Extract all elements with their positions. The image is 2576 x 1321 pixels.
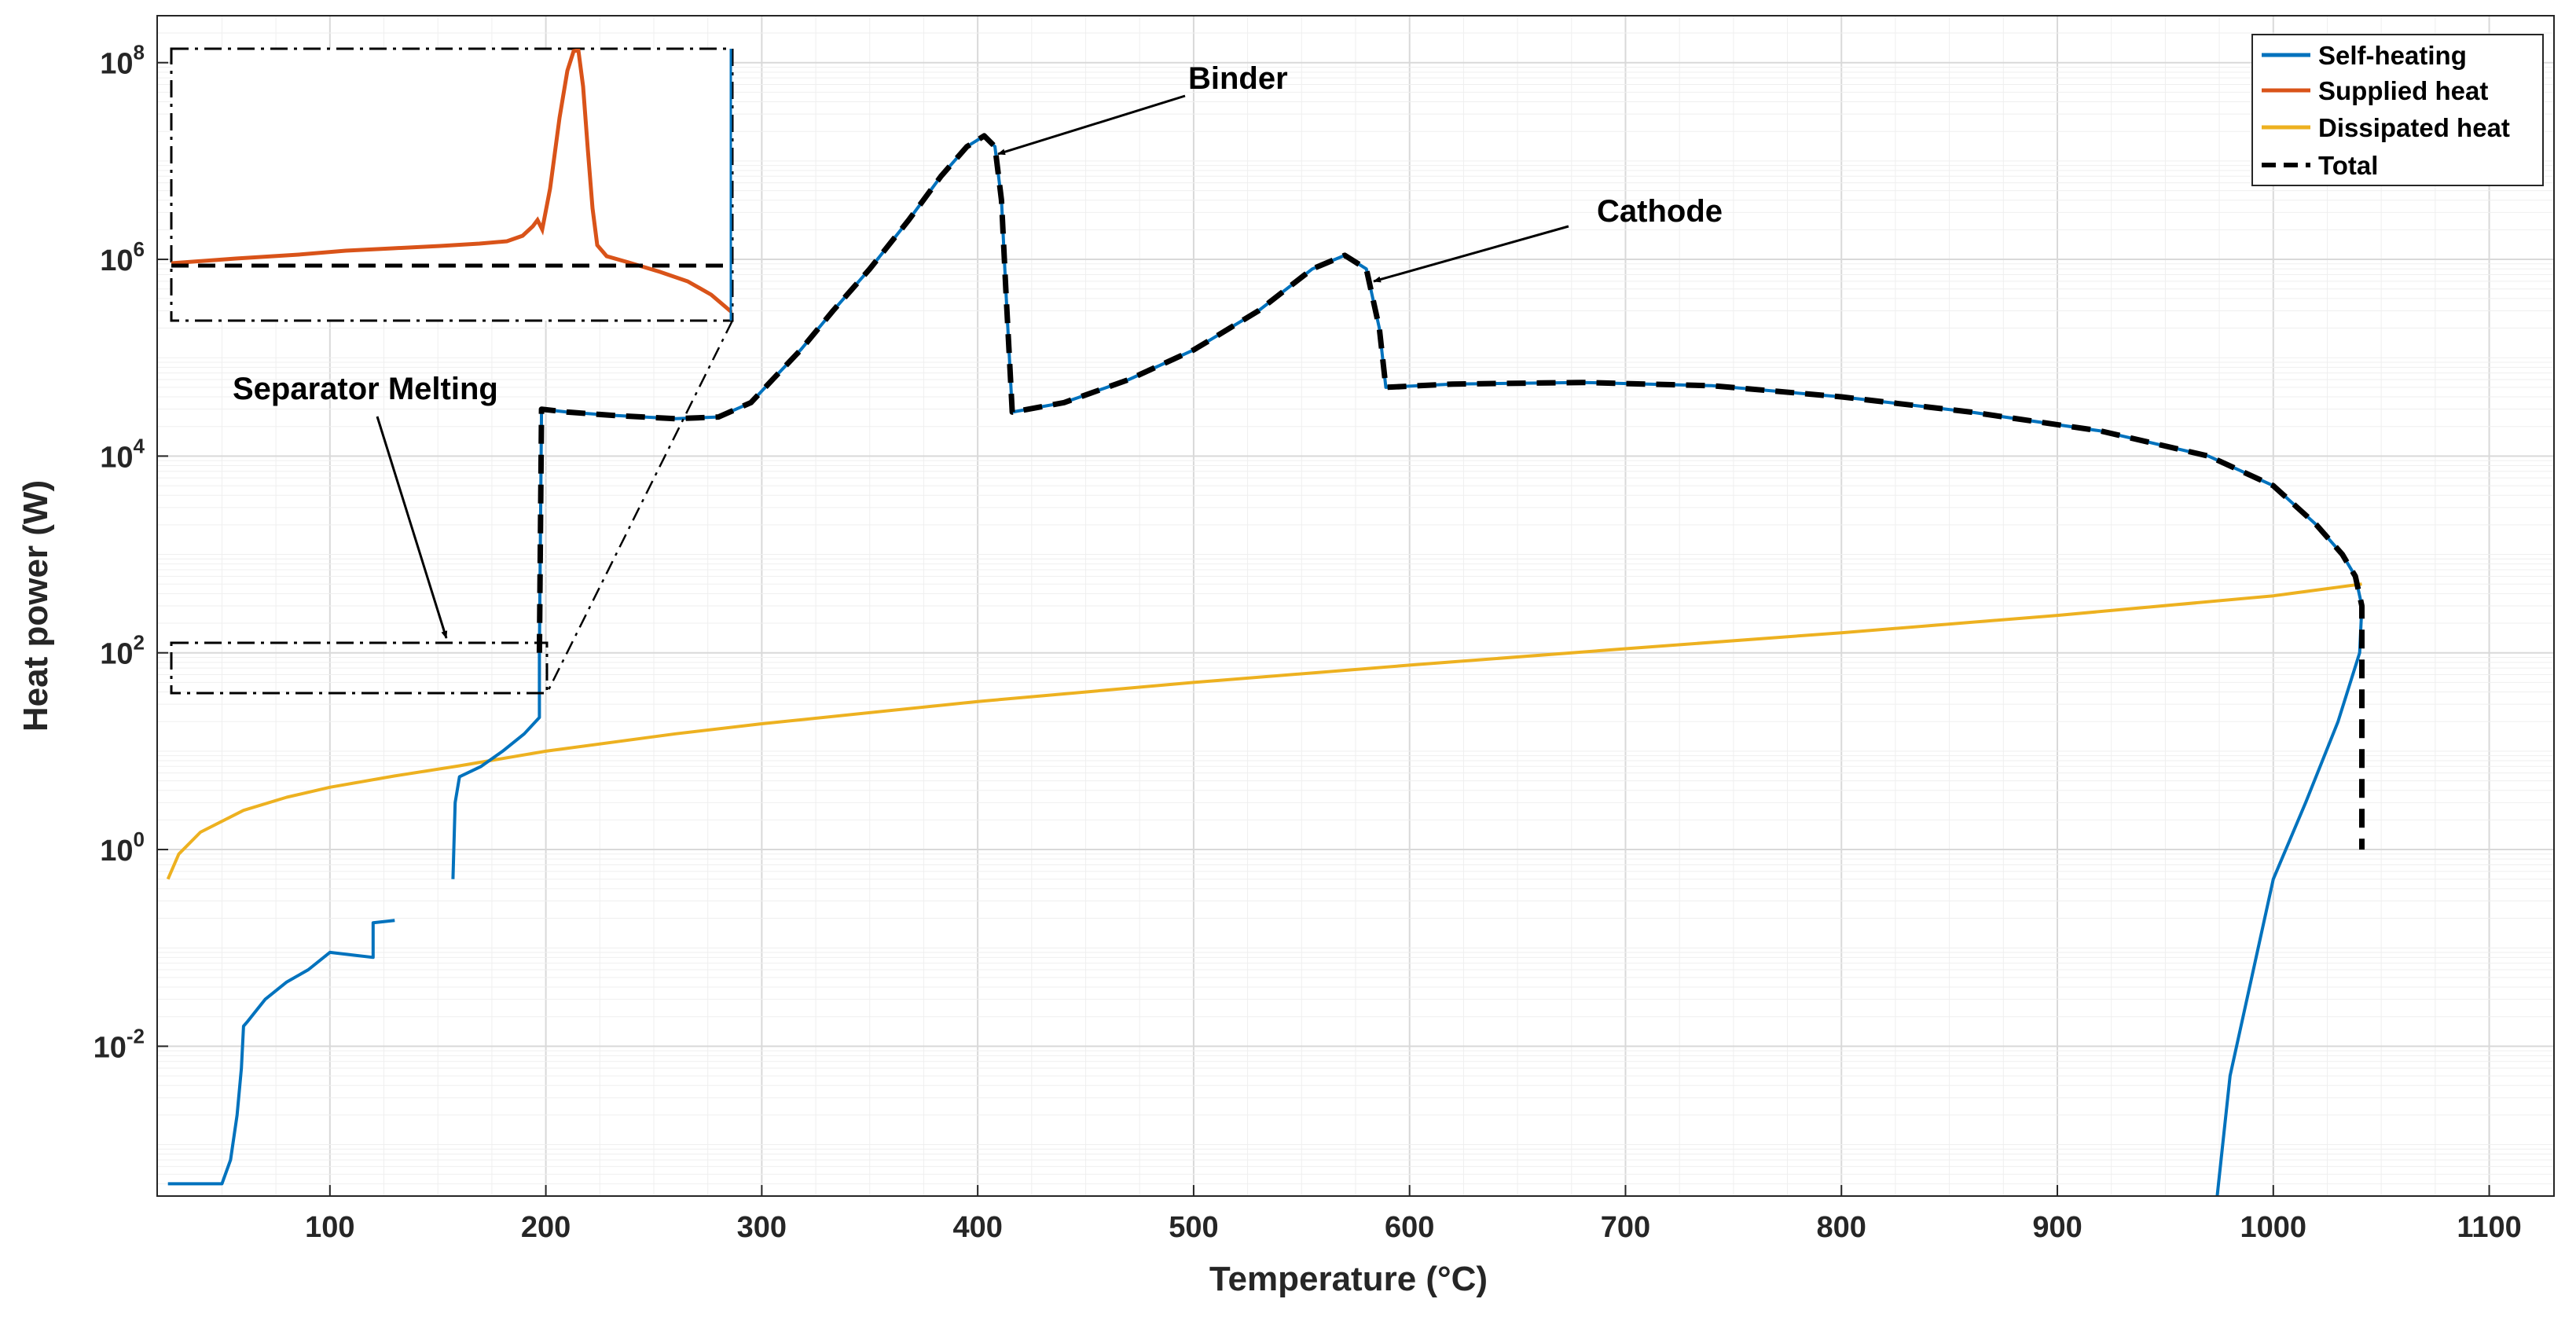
y-tick-label: 104 <box>100 434 145 474</box>
y-tick-label: 102 <box>100 631 145 671</box>
x-tick-label: 1000 <box>2240 1211 2307 1244</box>
series-line-self-heating-0 <box>167 919 395 1186</box>
legend-box <box>2251 34 2544 186</box>
x-axis-label: Temperature (°C) <box>1209 1260 1488 1298</box>
zoom-connector-upper <box>545 320 734 694</box>
legend-label-total: Total <box>2318 151 2378 180</box>
inset-zoom <box>170 47 734 695</box>
binder-annotation: Binder <box>1188 61 1288 96</box>
series-group <box>166 133 2365 1196</box>
cathode-arrow <box>1373 225 1569 283</box>
tick-labels: 100 200 300 400 500 600 700 800 900 1000 1100 10-2 1… <box>94 41 2522 1244</box>
legend-label-supplied-heat: Supplied heat <box>2318 76 2488 105</box>
x-tick-label: 800 <box>1817 1211 1866 1244</box>
inset-supplied-heat-line <box>171 49 732 314</box>
series-line-dissipated-heat-0 <box>166 582 2362 880</box>
legend-label-dissipated-heat: Dissipated heat <box>2318 113 2510 142</box>
x-tick-label: 200 <box>521 1211 571 1244</box>
y-tick-label: 108 <box>100 41 145 81</box>
x-tick-label: 500 <box>1169 1211 1218 1244</box>
legend: Self-heating Supplied heat Dissipated he… <box>2251 34 2544 186</box>
y-axis-label: Heat power (W) <box>17 480 55 732</box>
y-tick-label: 106 <box>100 237 145 277</box>
x-tick-label: 900 <box>2032 1211 2082 1244</box>
legend-label-self-heating: Self-heating <box>2318 41 2467 70</box>
separator-annotation: Separator Melting <box>233 372 498 406</box>
x-tick-label: 100 <box>305 1211 354 1244</box>
annotations: Binder Cathode Separator Melting <box>233 61 1723 639</box>
cathode-annotation: Cathode <box>1597 194 1723 229</box>
axes-box <box>156 15 2555 1197</box>
x-tick-label: 1100 <box>2457 1211 2521 1244</box>
x-tick-label: 700 <box>1601 1211 1650 1244</box>
binder-arrow <box>997 94 1186 156</box>
zoom-source-box <box>170 641 549 695</box>
series-line-total-0 <box>536 133 2365 850</box>
y-tick-label: 10-2 <box>94 1024 145 1064</box>
x-tick-label: 300 <box>737 1211 787 1244</box>
y-tick-label: 100 <box>100 827 145 868</box>
axes <box>156 15 2555 1197</box>
x-tick-label: 400 <box>952 1211 1002 1244</box>
x-tick-label: 600 <box>1385 1211 1434 1244</box>
inset-frame <box>170 47 734 322</box>
grid <box>157 15 2554 1197</box>
separator-arrow <box>376 416 448 639</box>
